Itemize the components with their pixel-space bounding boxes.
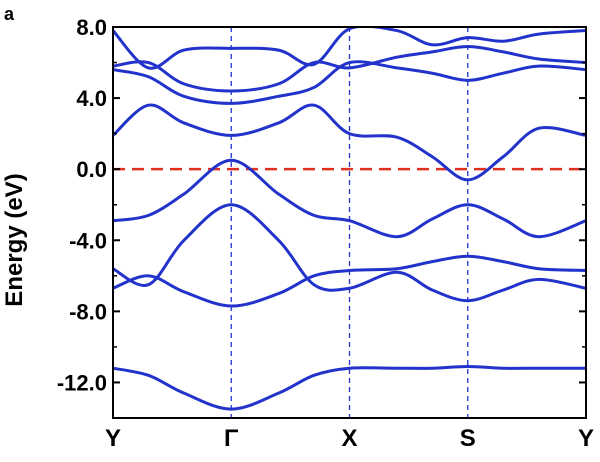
panel-label: a xyxy=(4,4,15,24)
plot-frame xyxy=(112,26,587,419)
band-4 xyxy=(113,158,586,239)
y-tick-label: -12.0 xyxy=(57,370,107,395)
band-1 xyxy=(113,364,586,411)
band-3 xyxy=(113,203,586,303)
y-ticks: 8.0 4.0 0.0 -4.0 -8.0 -12.0 xyxy=(57,15,586,419)
band-lines xyxy=(113,27,586,411)
band-6 xyxy=(113,60,586,105)
y-axis-label: Energy (eV) xyxy=(1,173,28,306)
band-2 xyxy=(113,254,586,308)
k-point-label: X xyxy=(341,425,357,452)
k-point-label: S xyxy=(460,425,476,452)
band-8 xyxy=(113,27,586,70)
k-point-label: Y xyxy=(578,425,594,452)
y-tick-label: -8.0 xyxy=(69,299,107,324)
y-tick-label: 0.0 xyxy=(76,157,107,182)
band-7 xyxy=(113,45,586,93)
y-tick-label: -4.0 xyxy=(69,228,107,253)
y-tick-label: 8.0 xyxy=(76,15,107,40)
band-5 xyxy=(113,103,586,182)
k-point-lines xyxy=(230,27,469,418)
y-tick-label: 4.0 xyxy=(76,86,107,111)
k-point-label: Y xyxy=(105,425,121,452)
k-point-label: Γ xyxy=(224,425,239,452)
